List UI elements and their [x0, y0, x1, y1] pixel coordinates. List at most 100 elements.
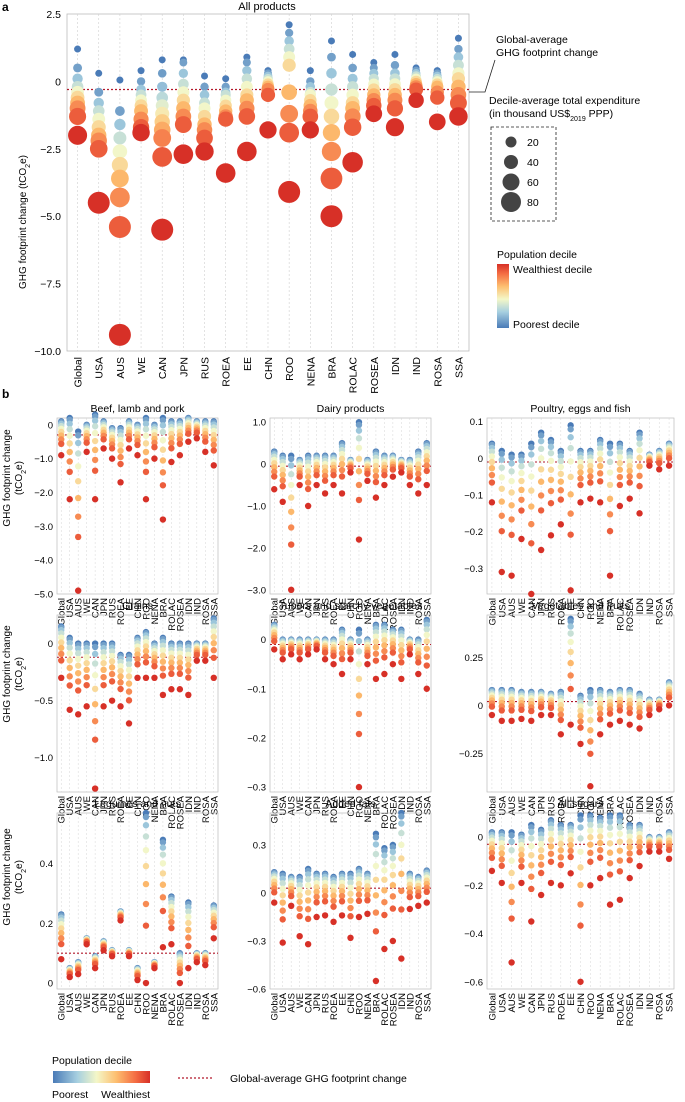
panel-a-point [89, 139, 108, 158]
subplot-point [142, 822, 150, 829]
subplot-point [287, 471, 295, 478]
subplot-point [159, 672, 167, 679]
subplot-point [547, 466, 555, 473]
subplot-xtick-label: ROSEA [625, 795, 636, 829]
panel-a-point [301, 121, 319, 139]
subplot-point [159, 665, 167, 672]
panel-b-ylabel-row1: GHG footprint change [2, 429, 13, 527]
subplot-point [287, 651, 295, 658]
subplot-point [508, 857, 515, 864]
subplot-xtick-label: RUS [108, 993, 119, 1013]
subplot-point [355, 421, 363, 429]
subplot-point [321, 892, 329, 900]
subplot-point [537, 455, 545, 462]
color-legend-bottom: Poorest decile [513, 319, 580, 331]
subplot-point [488, 711, 496, 719]
subplot-point [547, 449, 555, 457]
subplot-point [372, 644, 380, 651]
subplot-xtick-label: IND [405, 598, 416, 615]
subplot-point [577, 707, 584, 715]
subplot-point [117, 436, 124, 444]
subplot-point [528, 828, 535, 836]
subplot-point [606, 527, 614, 535]
subplot-point [528, 918, 535, 925]
subplot-point [338, 670, 346, 678]
subplot-point [271, 473, 278, 480]
subplot-point [159, 482, 167, 489]
panel-a-point [151, 218, 174, 241]
subplot-title: Poultry, eggs and fish [530, 403, 630, 415]
subplot-point [125, 688, 133, 695]
subplot-point [279, 939, 286, 946]
subplot-point [488, 464, 496, 472]
subplot-point [159, 417, 167, 424]
subplot-xtick-label: USA [497, 992, 508, 1012]
subplot-point [296, 905, 303, 912]
color-legend-top: Wealthiest decile [513, 264, 592, 276]
subplot-point [389, 855, 397, 862]
subplot-xtick-label: ROO [141, 796, 152, 818]
subplot-xtick-label: CHN [576, 598, 587, 619]
subplot-point [518, 496, 525, 503]
subplot-point [355, 468, 363, 475]
subplot-point [498, 844, 505, 852]
subplot-point [159, 851, 167, 858]
subplot-xtick-label: ROLAC [167, 796, 178, 829]
subplot-point [193, 651, 201, 659]
subplot-point [567, 426, 574, 433]
subplot-point [125, 436, 133, 443]
subplot-point [415, 465, 422, 473]
subplot-point [313, 899, 320, 906]
subplot-point [100, 703, 107, 710]
subplot-point [596, 478, 604, 485]
subplot-xtick-label: WE [295, 993, 306, 1008]
subplot-point [528, 851, 535, 859]
subplot-point [176, 969, 184, 977]
subplot-point [91, 643, 99, 651]
subplot-point [159, 860, 167, 867]
subplot-point [210, 647, 217, 654]
panel-a-point [178, 68, 189, 78]
subplot-xtick-label: ROSEA [388, 992, 399, 1026]
subplot-xtick-label: ROO [586, 993, 597, 1015]
subplot-point [100, 673, 107, 681]
subplot-point [338, 490, 346, 497]
subplot-point [537, 466, 545, 473]
panel-a-ytick-label: −5.0 [40, 211, 61, 223]
panel-a-point [152, 146, 173, 167]
panel-a-point [218, 111, 234, 127]
subplot-point [557, 478, 565, 485]
subplot-point [58, 650, 65, 658]
size-legend-circle [501, 192, 521, 212]
subplot-point [176, 686, 184, 693]
panel-a-point [323, 108, 340, 125]
subplot-xtick-label: ROSA [201, 597, 212, 625]
subplot-point [398, 820, 405, 827]
subplot-point [108, 697, 116, 704]
panel-a-point [243, 53, 251, 61]
subplot-point [125, 720, 133, 727]
subplot-point [210, 654, 217, 661]
panel-a-point [137, 67, 145, 75]
subplot-point [185, 926, 192, 934]
subplot-ytick-label: −0.25 [459, 749, 483, 760]
subplot-point [125, 445, 133, 452]
subplot-point [537, 847, 545, 854]
subplot-point [355, 913, 363, 921]
subplot-point [125, 661, 133, 668]
panel-a-xtick-label: JPN [178, 357, 190, 377]
subplot-title: Beef, lamb and pork [91, 403, 186, 415]
subplot-point [159, 457, 167, 464]
subplot-point [381, 632, 388, 639]
subplot-point [142, 653, 150, 660]
subplot-point [313, 471, 320, 479]
subplot-point [83, 681, 90, 689]
panel-a-point [342, 152, 363, 173]
subplot-point [577, 459, 584, 466]
subplot-point [321, 883, 329, 890]
size-legend-box [490, 126, 557, 222]
subplot-xtick-label: USA [497, 795, 508, 815]
subplot-point [159, 894, 167, 901]
subplot-point [202, 448, 209, 456]
subplot-point [279, 885, 286, 893]
